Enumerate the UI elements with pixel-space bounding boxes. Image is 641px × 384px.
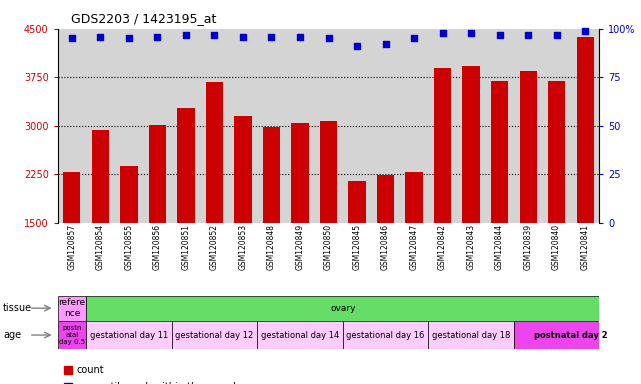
Bar bbox=[235, 116, 251, 223]
Point bbox=[181, 31, 191, 38]
Text: gestational day 11: gestational day 11 bbox=[90, 331, 168, 339]
Text: age: age bbox=[3, 330, 21, 340]
Point bbox=[580, 28, 590, 34]
Point bbox=[96, 33, 106, 40]
Point bbox=[67, 35, 77, 41]
Bar bbox=[434, 68, 451, 223]
Text: gestational day 16: gestational day 16 bbox=[346, 331, 425, 339]
Bar bbox=[377, 175, 394, 223]
Bar bbox=[172, 321, 257, 349]
Point bbox=[494, 31, 504, 38]
Point bbox=[437, 30, 447, 36]
Bar bbox=[58, 296, 86, 321]
Bar bbox=[548, 81, 565, 223]
Bar bbox=[343, 321, 428, 349]
Bar bbox=[206, 82, 223, 223]
Bar bbox=[320, 121, 337, 223]
Text: postn
atal
day 0.5: postn atal day 0.5 bbox=[59, 325, 85, 345]
Bar bbox=[519, 71, 537, 223]
Text: refere
nce: refere nce bbox=[58, 298, 85, 318]
Text: postnatal day 2: postnatal day 2 bbox=[534, 331, 608, 339]
Point bbox=[409, 35, 419, 41]
Text: GDS2203 / 1423195_at: GDS2203 / 1423195_at bbox=[71, 12, 216, 25]
Bar bbox=[349, 181, 365, 223]
Bar bbox=[406, 172, 422, 223]
Point bbox=[352, 43, 362, 49]
Bar bbox=[292, 122, 308, 223]
Point bbox=[551, 31, 562, 38]
Point bbox=[238, 33, 248, 40]
Text: percentile rank within the sample: percentile rank within the sample bbox=[77, 382, 242, 384]
Text: tissue: tissue bbox=[3, 303, 32, 313]
Bar bbox=[121, 166, 138, 223]
Text: gestational day 18: gestational day 18 bbox=[432, 331, 510, 339]
Bar bbox=[149, 125, 166, 223]
Bar bbox=[428, 321, 514, 349]
Bar bbox=[257, 321, 343, 349]
Point bbox=[323, 35, 333, 41]
Point bbox=[267, 33, 277, 40]
Bar bbox=[63, 172, 81, 223]
Point bbox=[210, 31, 220, 38]
Point bbox=[153, 33, 163, 40]
Text: ovary: ovary bbox=[330, 304, 356, 313]
Bar bbox=[463, 66, 479, 223]
Point bbox=[523, 31, 533, 38]
Point bbox=[466, 30, 476, 36]
Bar bbox=[86, 321, 172, 349]
Bar bbox=[58, 321, 86, 349]
Bar bbox=[178, 108, 194, 223]
Bar bbox=[514, 321, 628, 349]
Bar bbox=[491, 81, 508, 223]
Point bbox=[380, 41, 390, 47]
Bar bbox=[92, 130, 109, 223]
Text: gestational day 12: gestational day 12 bbox=[176, 331, 254, 339]
Point bbox=[124, 35, 134, 41]
Bar bbox=[576, 36, 594, 223]
Point bbox=[295, 33, 305, 40]
Bar bbox=[263, 127, 280, 223]
Text: count: count bbox=[77, 365, 104, 375]
Text: gestational day 14: gestational day 14 bbox=[261, 331, 339, 339]
